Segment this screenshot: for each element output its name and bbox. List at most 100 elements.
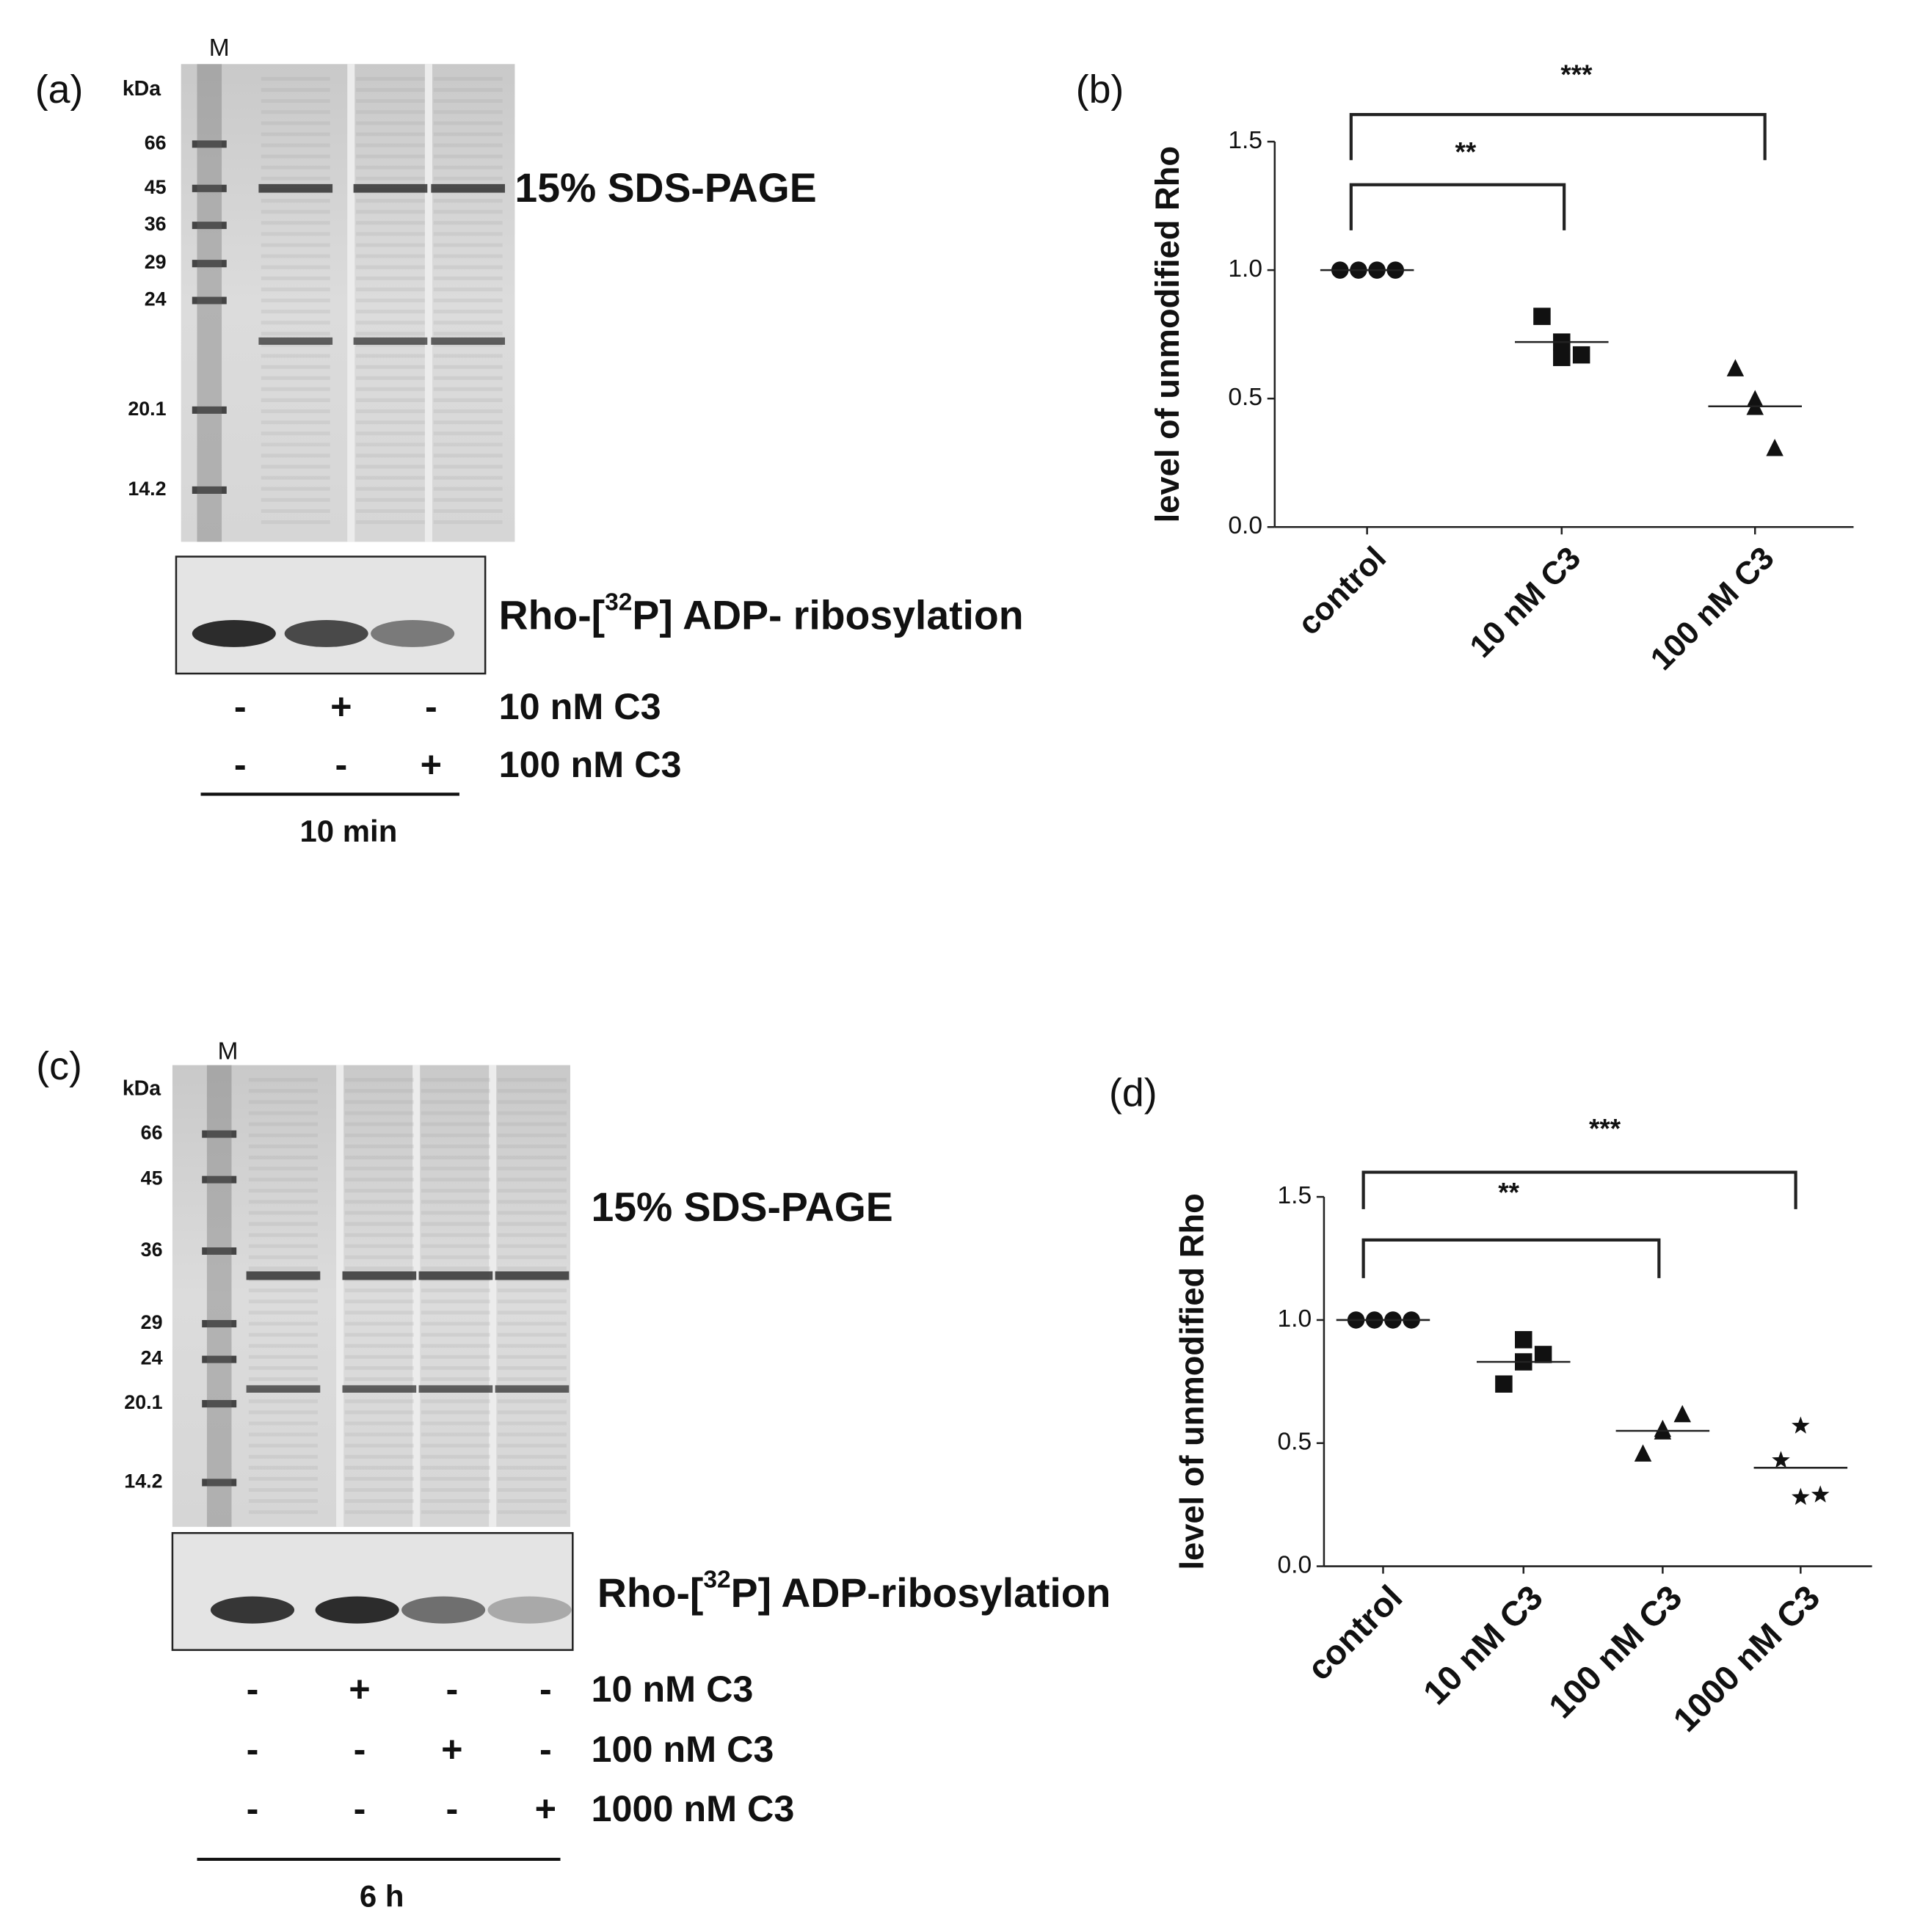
data-point [1792, 1416, 1810, 1434]
marker-size: 29 [141, 1311, 163, 1333]
x-tick-label: 10 nM C3 [1415, 1578, 1549, 1712]
data-point [1495, 1375, 1513, 1393]
y-tick-label: 0.0 [1228, 512, 1262, 539]
condition-sign: - [354, 1787, 366, 1829]
data-point [1515, 1331, 1532, 1349]
data-point [1766, 438, 1783, 456]
blot-label: Rho-[32P] ADP-ribosylation [597, 1567, 1111, 1616]
blot-label-sup: 32 [605, 588, 632, 616]
marker-lane-label: M [217, 1038, 238, 1065]
blot-band [315, 1596, 399, 1624]
condition-name: 100 nM C3 [591, 1728, 774, 1770]
marker-smear [197, 64, 222, 542]
x-tick-label: 10 nM C3 [1463, 540, 1588, 664]
panel-label: (a) [35, 68, 84, 112]
data-point [1533, 307, 1551, 325]
marker-size: 14.2 [128, 478, 166, 500]
condition-name: 10 nM C3 [499, 685, 661, 727]
data-point [1634, 1444, 1652, 1462]
y-tick-label: 0.0 [1277, 1551, 1312, 1578]
marker-size: 66 [141, 1122, 163, 1144]
marker-size: 14.2 [124, 1470, 162, 1492]
y-tick-label: 0.5 [1277, 1429, 1312, 1456]
y-tick-label: 1.0 [1277, 1305, 1312, 1333]
condition-sign: - [234, 685, 247, 727]
x-tick-label: control [1299, 1578, 1409, 1688]
condition-sign: + [349, 1668, 370, 1710]
panel-label: (d) [1109, 1071, 1157, 1115]
significance-bracket [1361, 1170, 1797, 1209]
unit-label: kDa [123, 77, 161, 101]
significance-label: ** [1455, 137, 1477, 167]
condition-sign: - [247, 1787, 259, 1829]
blot-band [487, 1596, 572, 1624]
data-point [1534, 1346, 1552, 1363]
x-tick-label: 1000 nM C3 [1665, 1578, 1827, 1739]
condition-name: 1000 nM C3 [591, 1787, 794, 1829]
condition-sign: - [539, 1728, 552, 1770]
significance-label: ** [1498, 1178, 1519, 1208]
x-tick-label: 100 nM C3 [1644, 540, 1781, 677]
significance-label: *** [1589, 1113, 1621, 1143]
significance-bracket [1349, 183, 1566, 230]
blot [175, 555, 487, 675]
condition-sign: + [421, 743, 442, 785]
data-point [1811, 1485, 1830, 1503]
y-axis-label: level of unmodified Rho [1174, 1193, 1211, 1570]
blot [171, 1531, 574, 1651]
y-tick-label: 1.5 [1277, 1182, 1312, 1209]
condition-name: 100 nM C3 [499, 743, 682, 785]
panel-label: (b) [1076, 68, 1124, 112]
y-axis-label: level of unmodified Rho [1149, 146, 1186, 522]
marker-size: 20.1 [128, 398, 166, 420]
data-point [1772, 1451, 1790, 1468]
x-tick-label: control [1292, 540, 1393, 641]
y-tick-label: 1.5 [1228, 127, 1262, 154]
marker-size: 20.1 [124, 1391, 162, 1413]
blot-band [210, 1596, 295, 1624]
unit-label: kDa [123, 1077, 161, 1101]
condition-sign: - [539, 1668, 552, 1710]
data-point [1553, 349, 1571, 366]
condition-sign: - [354, 1728, 366, 1770]
panel-label: (c) [36, 1044, 82, 1088]
marker-size: 36 [141, 1239, 163, 1261]
condition-sign: + [535, 1787, 556, 1829]
blot-label-part: P] ADP-ribosylation [731, 1570, 1111, 1615]
condition-sign: - [446, 1787, 458, 1829]
data-point [1572, 346, 1590, 364]
condition-sign: + [330, 685, 352, 727]
marker-size: 24 [145, 288, 167, 310]
marker-size: 36 [145, 213, 167, 235]
blot-label-part: Rho-[ [597, 1570, 703, 1615]
marker-size: 66 [145, 131, 167, 153]
condition-sign: - [335, 743, 347, 785]
condition-sign: + [441, 1728, 462, 1770]
marker-size: 45 [145, 176, 167, 198]
significance-bracket [1349, 113, 1767, 161]
blot-label-part: P] ADP- ribosylation [632, 592, 1023, 638]
marker-size: 24 [141, 1347, 163, 1369]
blot-band [371, 619, 455, 647]
blot-band [192, 619, 276, 647]
condition-sign: - [425, 685, 437, 727]
gel-label: 15% SDS-PAGE [514, 165, 816, 211]
blot-label-sup: 32 [703, 1567, 730, 1594]
marker-lane-label: M [209, 34, 230, 62]
y-tick-label: 1.0 [1228, 255, 1262, 282]
blot-label-part: Rho-[ [499, 592, 605, 638]
blot-band [401, 1596, 486, 1624]
marker-size: 29 [145, 251, 167, 273]
marker-size: 45 [141, 1167, 163, 1189]
time-label: 10 min [299, 814, 397, 848]
blot-label: Rho-[32P] ADP- ribosylation [499, 588, 1024, 638]
condition-name: 10 nM C3 [591, 1668, 753, 1710]
condition-sign: - [446, 1668, 458, 1710]
time-label: 6 h [360, 1879, 404, 1914]
data-point [1726, 359, 1745, 376]
condition-sign: - [234, 743, 247, 785]
significance-label: *** [1560, 59, 1593, 90]
data-point [1673, 1404, 1691, 1423]
marker-smear [206, 1065, 232, 1527]
y-tick-label: 0.5 [1228, 384, 1262, 411]
